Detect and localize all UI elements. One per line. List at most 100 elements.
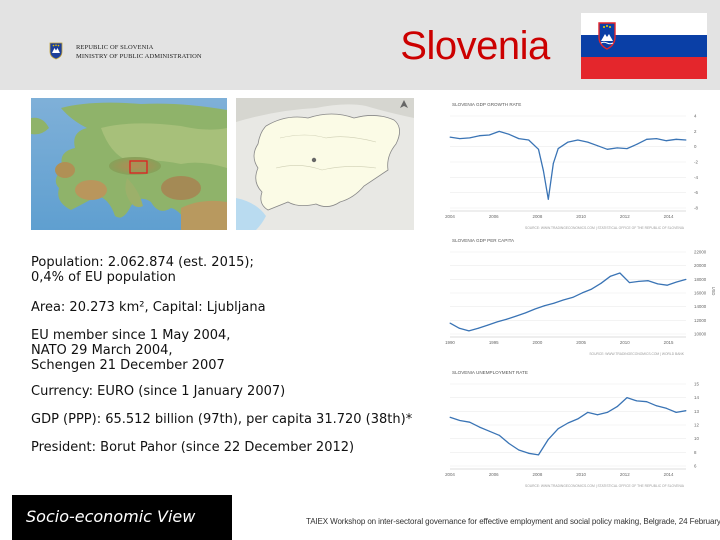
x-tick-label: 2000 xyxy=(533,340,543,345)
fact-gdp: GDP (PPP): 65.512 billion (97th), per ca… xyxy=(31,412,413,427)
slide-footer: Socio-economic View TAIEX Workshop on in… xyxy=(0,495,720,540)
data-point xyxy=(459,420,461,421)
x-tick-label: 2006 xyxy=(489,214,499,219)
data-point xyxy=(469,137,471,139)
data-point xyxy=(610,275,611,277)
x-tick-label: 2005 xyxy=(576,340,586,345)
data-point xyxy=(626,397,628,399)
data-point xyxy=(675,411,677,413)
data-point xyxy=(587,141,589,143)
data-point xyxy=(606,148,608,150)
data-point xyxy=(557,428,559,430)
data-point xyxy=(628,282,630,284)
data-point xyxy=(468,330,470,332)
data-point xyxy=(626,148,628,150)
chart-source: SOURCE: WWW.TRADINGECONOMICS.COM | STATI… xyxy=(525,484,685,488)
ministry-label: REPUBLIC OF SLOVENIA MINISTRY OF PUBLIC … xyxy=(76,43,202,61)
data-point xyxy=(547,198,549,200)
y-tick-label: 15 xyxy=(694,382,699,387)
y-tick-label: 6 xyxy=(694,464,697,469)
data-point xyxy=(581,292,583,294)
x-tick-label: 2010 xyxy=(576,472,586,477)
fact-currency: Currency: EURO (since 1 January 2007) xyxy=(31,384,286,399)
data-point xyxy=(547,438,549,440)
data-point xyxy=(567,422,569,424)
x-tick-label: 2014 xyxy=(664,472,674,477)
data-point xyxy=(616,147,618,149)
y-tick-label: 16000 xyxy=(694,291,707,296)
data-point xyxy=(666,284,668,286)
y-tick-label: 2 xyxy=(694,129,697,134)
x-tick-label: 1995 xyxy=(489,340,499,345)
data-point xyxy=(636,400,638,402)
data-point xyxy=(685,139,687,141)
data-point xyxy=(459,138,461,140)
data-point xyxy=(665,140,667,142)
data-point xyxy=(496,321,498,323)
fact-president: President: Borut Pahor (since 22 Decembe… xyxy=(31,440,355,455)
data-point xyxy=(538,454,539,456)
data-point xyxy=(665,407,667,409)
data-point xyxy=(676,281,678,283)
y-tick-label: 14 xyxy=(694,395,699,400)
x-tick-label: 2010 xyxy=(620,340,630,345)
data-point xyxy=(449,322,451,324)
chart-source: SOURCE: WWW.TRADINGECONOMICS.COM | WORLD… xyxy=(589,352,684,356)
y-tick-label: 22000 xyxy=(694,250,707,255)
y-tick-label: -8 xyxy=(694,206,698,211)
data-point xyxy=(498,130,500,132)
x-tick-label: 2012 xyxy=(620,472,630,477)
y-tick-label: -2 xyxy=(694,160,698,165)
unemployment-rate-chart: SLOVENIA UNEMPLOYMENT RATE 15 14 13 12 10 8 6 20… xyxy=(436,364,716,490)
data-point xyxy=(525,312,526,314)
data-point xyxy=(675,138,677,140)
data-point xyxy=(636,143,638,145)
y-tick-label: 12 xyxy=(694,423,699,428)
data-point xyxy=(488,430,490,432)
data-point xyxy=(656,138,657,140)
fact-population: Population: 2.062.874 (est. 2015); 0,4% … xyxy=(31,255,254,285)
x-tick-label: 2008 xyxy=(533,472,543,477)
data-point xyxy=(508,133,510,135)
data-point xyxy=(616,406,618,408)
x-tick-label: 2010 xyxy=(576,214,586,219)
ministry-line-1: REPUBLIC OF SLOVENIA xyxy=(76,44,154,51)
data-point xyxy=(449,136,451,138)
slovenia-flag-icon xyxy=(581,13,707,79)
chart-source: SOURCE: WWW.TRADINGECONOMICS.COM | STATI… xyxy=(525,226,685,230)
data-point xyxy=(508,443,510,444)
y-tick-label: 20000 xyxy=(694,263,707,268)
gdp-per-capita-chart: SLOVENIA GDP PER CAPITA 22000 20000 18000 16… xyxy=(436,232,716,358)
footer-event-text: TAIEX Workshop on inter-sectoral governa… xyxy=(306,517,720,526)
data-point xyxy=(487,324,489,326)
coat-of-arms-icon xyxy=(49,42,63,60)
x-tick-label: 2008 xyxy=(533,214,543,219)
footer-section-label: Socio-economic View xyxy=(12,495,232,540)
data-point xyxy=(518,449,520,451)
data-point xyxy=(606,411,608,413)
y-tick-label: -6 xyxy=(694,190,698,195)
x-tick-label: 1990 xyxy=(445,340,455,345)
data-point xyxy=(572,296,574,298)
y-tick-label: 18000 xyxy=(694,277,707,282)
chart-title: SLOVENIA UNEMPLOYMENT RATE xyxy=(452,370,528,375)
data-point xyxy=(477,327,479,329)
data-point xyxy=(646,138,648,140)
page-title: Slovenia xyxy=(400,24,550,68)
ministry-line-2: MINISTRY OF PUBLIC ADMINISTRATION xyxy=(76,53,202,60)
x-tick-label: 2004 xyxy=(445,214,455,219)
y-tick-label: -4 xyxy=(694,175,698,180)
data-point xyxy=(619,272,621,274)
data-point xyxy=(518,138,520,140)
unemployment-rate-chart-svg: SLOVENIA UNEMPLOYMENT RATE 15 14 13 12 10 8 6 20… xyxy=(445,370,699,488)
fact-membership: EU member since 1 May 2004, NATO 29 Marc… xyxy=(31,328,231,373)
data-point xyxy=(542,170,544,172)
data-point xyxy=(543,305,545,307)
data-point xyxy=(646,401,648,403)
europe-relief-map xyxy=(31,98,227,230)
data-point xyxy=(685,278,687,280)
data-point xyxy=(638,280,640,282)
y-tick-label: 10000 xyxy=(694,332,707,337)
data-point xyxy=(534,308,536,310)
y-axis-label: USD xyxy=(711,287,716,296)
